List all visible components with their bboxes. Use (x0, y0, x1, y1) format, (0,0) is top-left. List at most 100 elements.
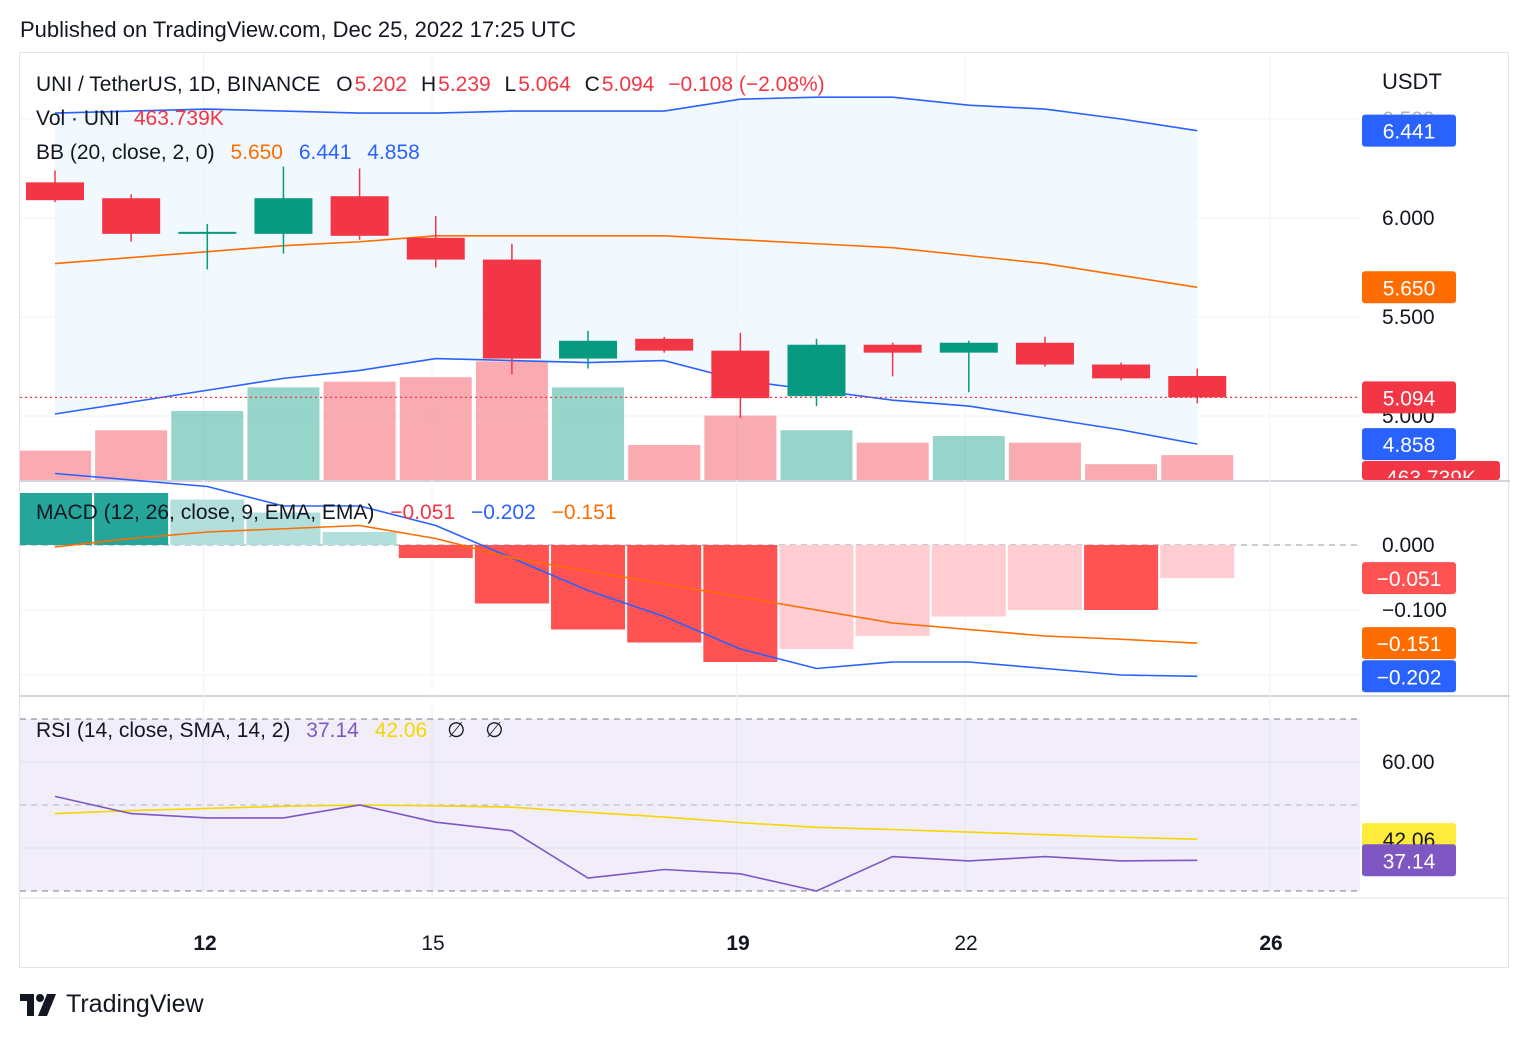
rsi-na-1: ∅ (447, 719, 466, 742)
volume-badge-bg (1362, 461, 1500, 480)
macd-hist-bar (931, 545, 1006, 617)
brand-name: TradingView (66, 990, 204, 1018)
macd-label: MACD (12, 26, close, 9, EMA, EMA) (36, 501, 375, 524)
open-label: O (336, 73, 353, 96)
volume-bar (552, 387, 625, 480)
macd-hist-bar (1084, 545, 1159, 610)
volume-bar (628, 444, 701, 480)
rsi-label: RSI (14, close, SMA, 14, 2) (36, 719, 291, 742)
candle-body (330, 196, 389, 236)
close-label: C (584, 73, 600, 96)
low-value: 5.064 (518, 73, 571, 96)
volume-bar (323, 381, 396, 480)
bb-lower-value: 4.858 (367, 141, 420, 164)
bb-lower-line (54, 357, 1198, 445)
macd-hist-bar (20, 493, 92, 545)
time-tick-label: 19 (726, 932, 749, 955)
close-price-badge-bg (1362, 381, 1456, 414)
candle-body (1092, 364, 1151, 379)
volume-legend: Vol · UNI 463.739K (36, 107, 226, 131)
time-tick-label: 22 (954, 932, 977, 955)
macd-signal-badge: −0.151 (1377, 633, 1442, 656)
macd-hist-badge-bg (1362, 562, 1456, 595)
symbol-name: UNI / TetherUS, 1D, BINANCE (36, 73, 321, 96)
candle-body (102, 198, 161, 234)
candle-body (254, 198, 313, 234)
symbol-legend: UNI / TetherUS, 1D, BINANCE O5.202 H5.23… (36, 73, 827, 97)
bb-upper-line (54, 96, 1198, 132)
bb-basis-value: 5.650 (230, 141, 283, 164)
rsi-tick-label: 60.00 (1382, 751, 1435, 774)
macd-line-badge-bg (1362, 660, 1456, 693)
candle-body (635, 338, 694, 351)
volume-bar (475, 361, 548, 480)
bb-legend: BB (20, close, 2, 0) 5.650 6.441 4.858 (36, 141, 422, 165)
macd-line-badge: −0.202 (1377, 666, 1442, 689)
volume-bar (247, 387, 320, 480)
high-label: H (420, 73, 437, 96)
macd-hist-bar (1007, 545, 1082, 610)
volume-bar (399, 377, 472, 480)
candle-body (178, 231, 237, 234)
macd-hist-bar (170, 499, 245, 545)
macd-tick-label: 0.000 (1382, 534, 1435, 557)
tradingview-logo-icon (20, 993, 56, 1016)
macd-line-value: −0.202 (470, 501, 536, 524)
published-line: Published on TradingView.com, Dec 25, 20… (20, 17, 577, 42)
time-tick-label: 12 (193, 932, 216, 955)
candle-body (482, 259, 541, 359)
rsi-line (54, 795, 1198, 892)
price-tick-label: 6.000 (1382, 207, 1435, 230)
bb-basis-line (54, 235, 1198, 289)
bb-basis-badge-bg (1362, 271, 1456, 304)
price-tick-label: 5.500 (1382, 306, 1435, 329)
macd-line (54, 472, 1198, 678)
rsi-value: 37.14 (306, 719, 359, 742)
close-price-badge: 5.094 (1383, 387, 1436, 410)
rsi-na-2: ∅ (485, 719, 504, 742)
currency-label: USDT (1382, 69, 1442, 94)
rsi-ma-value: 42.06 (374, 719, 428, 742)
candle-body (787, 344, 846, 397)
time-tick-label: 26 (1259, 932, 1282, 955)
volume-label: Vol · UNI (36, 107, 121, 130)
macd-signal-badge-bg (1362, 627, 1456, 660)
candle-body (559, 340, 618, 359)
bb-basis-badge: 5.650 (1383, 277, 1436, 300)
volume-bar (1161, 455, 1234, 480)
candle-body (26, 182, 84, 201)
chart-svg[interactable]: 6.0005.5005.0006.5000.000−0.10060.006.44… (20, 53, 1510, 969)
candle-body (1168, 376, 1227, 398)
time-tick-label: 15 (421, 932, 444, 955)
volume-bar (932, 435, 1005, 480)
bb-label: BB (20, close, 2, 0) (36, 141, 215, 164)
low-label: L (504, 73, 517, 96)
macd-signal-line (54, 524, 1198, 644)
volume-bar (856, 442, 929, 480)
volume-bar (95, 430, 168, 480)
macd-signal-value: −0.151 (551, 501, 617, 524)
macd-hist-bar (779, 545, 854, 649)
volume-bar (1008, 442, 1081, 480)
bb-upper-badge-bg (1362, 114, 1456, 147)
bb-upper-badge: 6.441 (1383, 121, 1436, 144)
candle-body (863, 344, 922, 353)
change-value: −0.108 (−2.08%) (668, 73, 825, 96)
volume-bar (704, 415, 777, 480)
macd-hist-bar (855, 545, 930, 636)
volume-value: 463.739K (133, 107, 224, 130)
close-value: 5.094 (601, 73, 655, 96)
macd-hist-bar (398, 545, 473, 558)
volume-bar (171, 411, 244, 480)
rsi-legend: RSI (14, close, SMA, 14, 2) 37.14 42.06 … (36, 718, 506, 743)
macd-hist-value: −0.051 (390, 501, 456, 524)
candle-body (1015, 342, 1074, 365)
rsi-badge: 37.14 (1383, 850, 1436, 873)
macd-hist-bar (551, 545, 626, 630)
candle-body (711, 350, 770, 399)
macd-hist-bar (474, 545, 549, 604)
tradingview-logo[interactable]: TradingView (20, 990, 204, 1019)
chart-frame[interactable]: 6.0005.5005.0006.5000.000−0.10060.006.44… (19, 52, 1510, 969)
macd-hist-badge: −0.051 (1377, 568, 1442, 591)
rsi-badge-bg (1362, 844, 1456, 877)
